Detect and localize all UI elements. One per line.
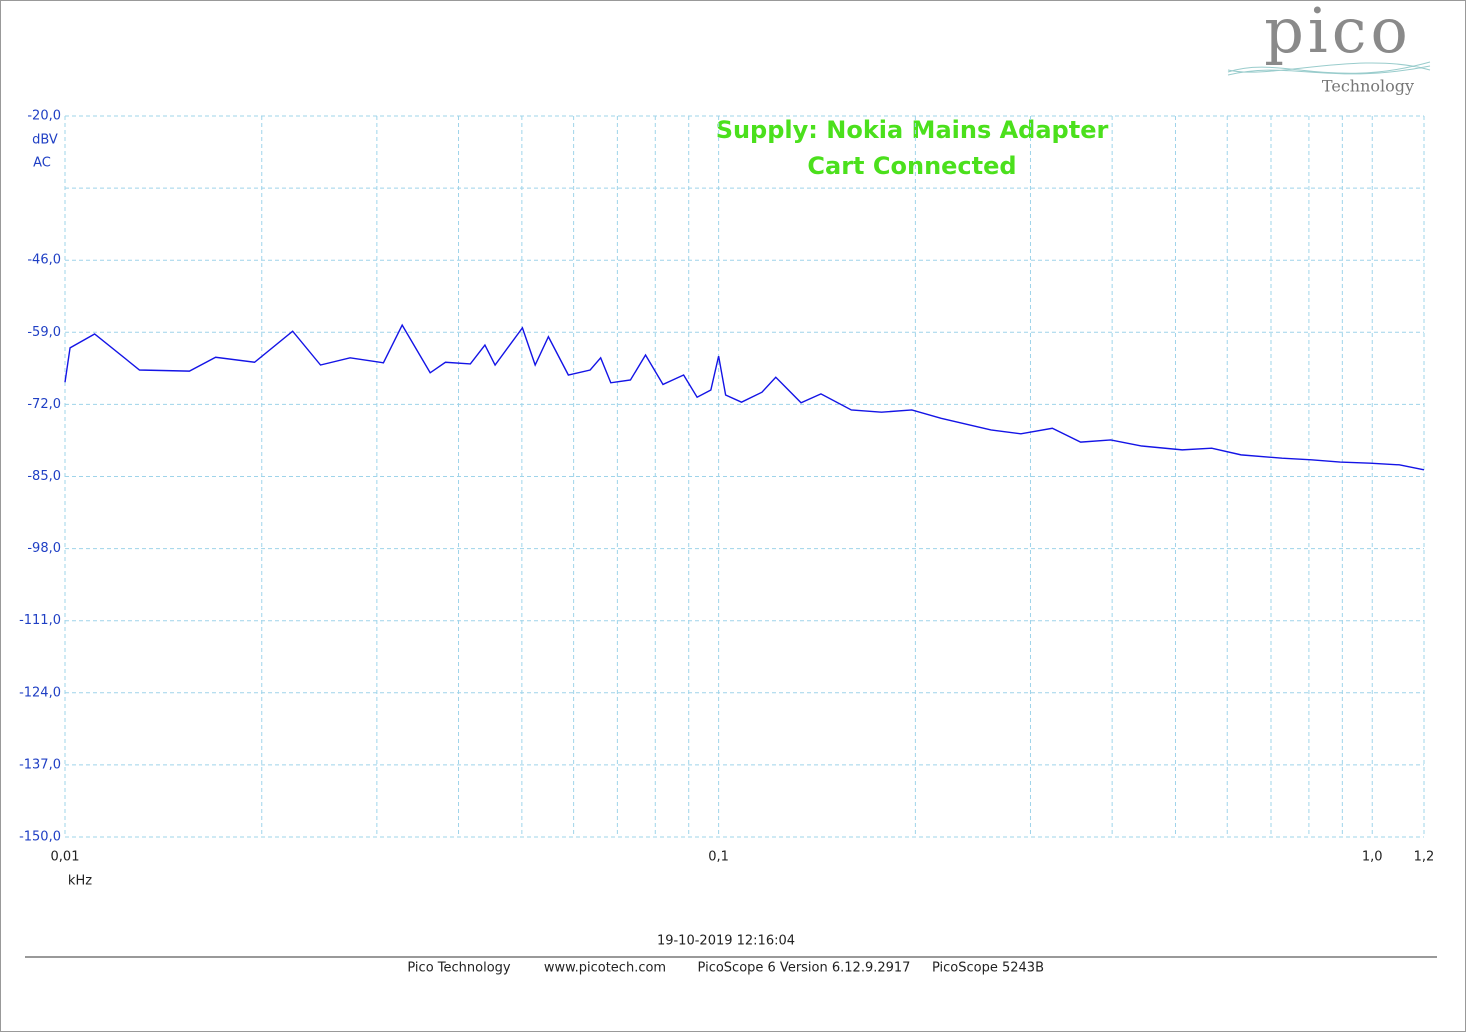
y-tick-label: -98,0 [27,541,61,556]
logo: pico Technology [1227,0,1431,96]
y-unit: dBV [32,133,58,148]
y-tick-label: -137,0 [19,757,61,772]
y-tick-label: -150,0 [19,830,61,845]
logo-subtitle: Technology [1322,77,1414,96]
coupling: AC [33,156,51,171]
y-tick-label: -72,0 [27,397,61,412]
y-tick-label: -59,0 [27,325,61,340]
footer-item: PicoScope 6 Version 6.12.9.2917 [698,961,911,976]
x-tick-label: 0,01 [51,850,80,865]
footer-item: PicoScope 5243B [932,961,1044,976]
logo-name: pico [1264,0,1412,67]
x-tick-label: 1,0 [1362,850,1383,865]
y-tick-label: -46,0 [27,253,61,268]
y-tick-label: -124,0 [19,685,61,700]
x-tick-label: 1,2 [1414,850,1435,865]
logo-waves [1227,61,1431,76]
footer-item: www.picotech.com [544,961,666,976]
y-tick-label: -85,0 [27,469,61,484]
footer-item: Pico Technology [407,961,511,976]
x-unit: kHz [68,874,92,889]
annotation: Cart Connected [807,152,1016,180]
spectrum-line [64,323,1425,471]
annotation: Supply: Nokia Mains Adapter [716,116,1109,144]
x-tick-label: 0,1 [708,850,729,865]
timestamp: 19-10-2019 12:16:04 [657,934,795,949]
y-tick-label: -20,0 [27,109,61,124]
y-tick-label: -111,0 [19,613,61,628]
